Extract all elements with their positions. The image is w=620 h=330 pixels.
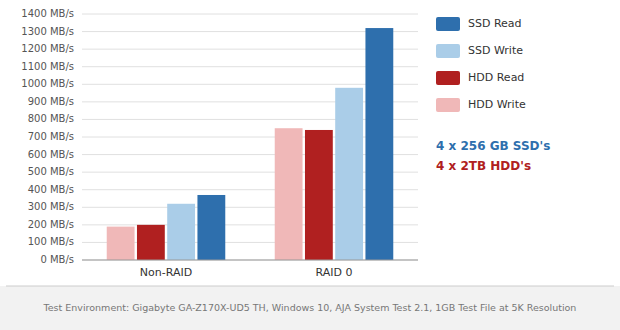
bar xyxy=(137,225,165,260)
legend-swatch xyxy=(436,17,460,31)
legend-label: HDD Write xyxy=(468,98,526,111)
bar xyxy=(197,195,225,260)
footer-separator xyxy=(6,286,614,287)
legend-label: SSD Read xyxy=(468,17,522,30)
y-tick-label: 300 MB/s xyxy=(28,201,74,212)
bar xyxy=(305,130,333,260)
legend-label: SSD Write xyxy=(468,44,523,57)
grid-line xyxy=(82,260,418,261)
legend-swatch xyxy=(436,44,460,58)
x-tick-label: Non-RAID xyxy=(140,266,192,279)
bar xyxy=(107,227,135,260)
annotation: 4 x 2TB HDD's xyxy=(436,159,531,173)
bar xyxy=(167,204,195,260)
grid-line xyxy=(82,14,418,15)
y-tick-label: 1100 MB/s xyxy=(21,61,74,72)
legend: SSD Read SSD Write HDD Read HDD Write xyxy=(436,17,526,112)
y-tick-label: 700 MB/s xyxy=(28,131,74,142)
y-tick-label: 400 MB/s xyxy=(28,184,74,195)
legend-label: HDD Read xyxy=(468,71,524,84)
footer-note: Test Environment: Gigabyte GA-Z170X-UD5 … xyxy=(43,302,577,313)
y-tick-label: 800 MB/s xyxy=(28,113,74,124)
y-tick-label: 200 MB/s xyxy=(28,219,74,230)
y-tick-label: 1300 MB/s xyxy=(21,26,74,37)
bar xyxy=(365,28,393,260)
bar xyxy=(275,128,303,260)
x-tick-label: RAID 0 xyxy=(316,266,353,279)
bar xyxy=(335,88,363,260)
y-tick-label: 0 MB/s xyxy=(40,254,74,265)
legend-swatch xyxy=(436,98,460,112)
y-tick-label: 600 MB/s xyxy=(28,149,74,160)
annotation: 4 x 256 GB SSD's xyxy=(436,139,550,153)
bars xyxy=(107,28,394,260)
y-tick-label: 1000 MB/s xyxy=(21,78,74,89)
y-tick-label: 1400 MB/s xyxy=(21,8,74,19)
y-tick-label: 1200 MB/s xyxy=(21,43,74,54)
y-tick-label: 500 MB/s xyxy=(28,166,74,177)
grid xyxy=(82,14,418,260)
x-axis-line xyxy=(82,260,418,261)
chart: 0 MB/s 100 MB/s 200 MB/s 300 MB/s 400 MB/s 50… xyxy=(0,0,620,330)
y-tick-label: 900 MB/s xyxy=(28,96,74,107)
y-tick-label: 100 MB/s xyxy=(28,236,74,247)
legend-swatch xyxy=(436,71,460,85)
footer-background xyxy=(0,286,620,330)
